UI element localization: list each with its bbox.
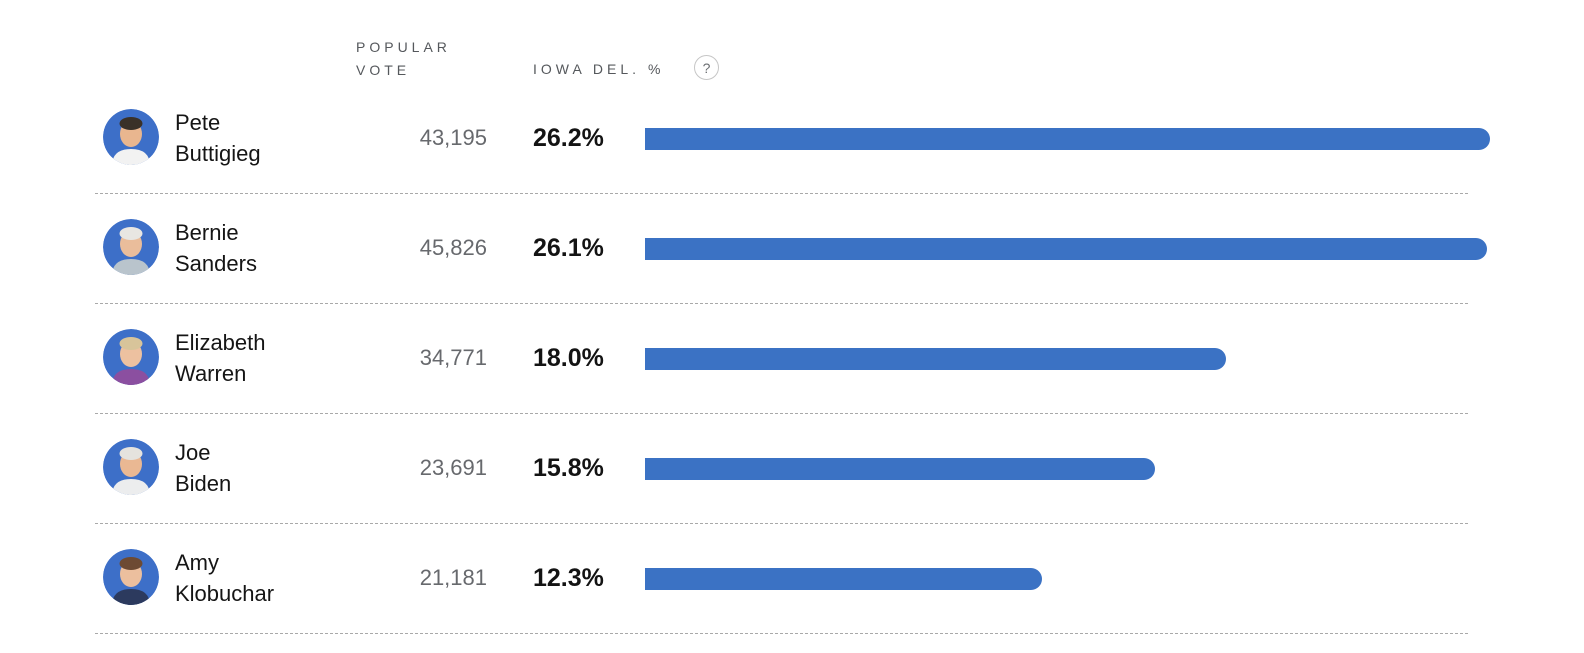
row-divider bbox=[95, 193, 1468, 194]
del-pct-bar bbox=[645, 348, 1226, 370]
popular-vote-value: 34,771 bbox=[419, 345, 487, 370]
row-divider bbox=[95, 303, 1468, 304]
row-divider bbox=[95, 413, 1468, 414]
candidate-row: Elizabeth Warren 34,771 18.0% bbox=[0, 304, 1584, 414]
popular-vote-value: 45,826 bbox=[419, 235, 487, 260]
popular-vote-column-header: POPULAR VOTE bbox=[356, 39, 451, 78]
row-divider bbox=[95, 523, 1468, 524]
iowa-del-pct-value: 26.1% bbox=[533, 234, 604, 262]
candidate-avatar bbox=[103, 439, 159, 495]
candidate-photo-icon bbox=[103, 109, 159, 165]
iowa-del-column-header: IOWA DEL. % bbox=[533, 61, 665, 77]
candidate-name: Pete Buttigieg bbox=[175, 110, 261, 166]
row-divider bbox=[95, 633, 1468, 634]
bar-track bbox=[645, 348, 1490, 370]
candidate-avatar bbox=[103, 109, 159, 165]
candidate-name: Joe Biden bbox=[175, 440, 232, 496]
del-pct-bar bbox=[645, 568, 1042, 590]
help-icon[interactable]: ? bbox=[694, 55, 719, 80]
candidate-name: Amy Klobuchar bbox=[175, 550, 275, 606]
candidate-row: Amy Klobuchar 21,181 12.3% bbox=[0, 524, 1584, 634]
candidate-row: Pete Buttigieg 43,195 26.2% bbox=[0, 84, 1584, 194]
del-pct-bar bbox=[645, 458, 1155, 480]
candidate-avatar bbox=[103, 219, 159, 275]
candidate-name: Bernie Sanders bbox=[175, 220, 257, 276]
bar-track bbox=[645, 458, 1490, 480]
table-header: POPULAR VOTE IOWA DEL. % ? bbox=[0, 0, 1584, 84]
popular-vote-value: 43,195 bbox=[419, 125, 487, 150]
candidate-name: Elizabeth Warren bbox=[175, 330, 266, 386]
popular-vote-value: 23,691 bbox=[419, 455, 487, 480]
candidate-row: Bernie Sanders 45,826 26.1% bbox=[0, 194, 1584, 304]
popular-vote-value: 21,181 bbox=[419, 565, 487, 590]
candidate-photo-icon bbox=[103, 439, 159, 495]
candidate-avatar bbox=[103, 549, 159, 605]
iowa-del-pct-value: 18.0% bbox=[533, 344, 604, 372]
candidate-photo-icon bbox=[103, 549, 159, 605]
candidate-avatar bbox=[103, 329, 159, 385]
bar-track bbox=[645, 238, 1490, 260]
bar-track bbox=[645, 568, 1490, 590]
del-pct-bar bbox=[645, 128, 1490, 150]
iowa-del-pct-value: 12.3% bbox=[533, 564, 604, 592]
bar-track bbox=[645, 128, 1490, 150]
candidate-photo-icon bbox=[103, 219, 159, 275]
iowa-del-pct-value: 26.2% bbox=[533, 124, 604, 152]
del-pct-bar bbox=[645, 238, 1487, 260]
candidate-row: Joe Biden 23,691 15.8% bbox=[0, 414, 1584, 524]
iowa-del-pct-value: 15.8% bbox=[533, 454, 604, 482]
candidate-photo-icon bbox=[103, 329, 159, 385]
